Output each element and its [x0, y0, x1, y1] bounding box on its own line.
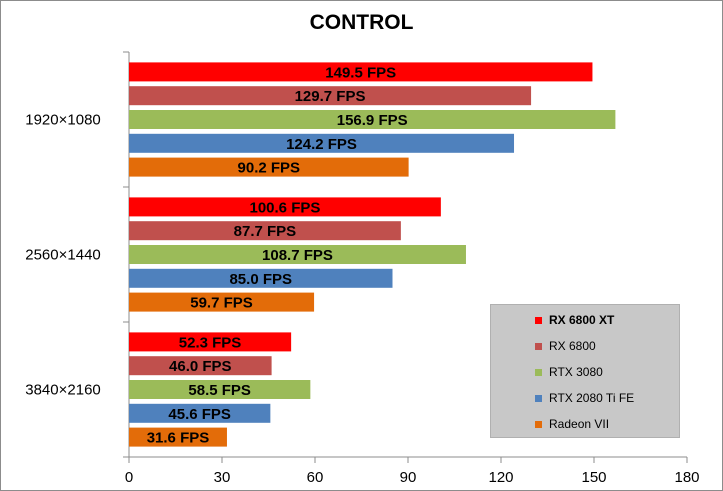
- bar-rx-6800: [129, 356, 272, 376]
- category-label: 2560×1440: [25, 247, 101, 264]
- bar-rx-6800-xt: [129, 197, 441, 217]
- x-tick-label: 150: [581, 469, 606, 486]
- x-tick-label: 30: [214, 469, 231, 486]
- bar-value-label: 129.7 FPS: [295, 88, 366, 105]
- legend-swatch: [535, 342, 542, 350]
- bar-value-label: 58.5 FPS: [188, 382, 251, 399]
- legend-label: Radeon VII: [549, 417, 610, 431]
- bar-value-label: 46.0 FPS: [169, 358, 232, 375]
- bar-rx-6800: [129, 221, 401, 241]
- bar-value-label: 59.7 FPS: [190, 295, 253, 312]
- x-tick-label: 120: [488, 469, 513, 486]
- bar-rx-6800-xt: [129, 62, 593, 82]
- bar-value-label: 124.2 FPS: [286, 136, 357, 153]
- bar-radeon-vii: [129, 427, 227, 447]
- bar-radeon-vii: [129, 157, 409, 177]
- bar-value-label: 85.0 FPS: [229, 271, 292, 288]
- x-tick-label: 60: [307, 469, 324, 486]
- bar-value-label: 100.6 FPS: [249, 199, 320, 216]
- category-label: 1920×1080: [25, 112, 101, 129]
- bar-rtx-3080: [129, 110, 616, 129]
- x-tick-label: 180: [674, 469, 699, 486]
- legend-label: RX 6800: [549, 339, 596, 353]
- bar-rx-6800: [129, 86, 532, 106]
- legend-swatch: [535, 316, 542, 324]
- legend-item-radeon-vii: Radeon VII: [535, 416, 609, 432]
- legend-swatch: [535, 368, 542, 376]
- bar-rtx-3080: [129, 245, 466, 264]
- legend-item-rtx-3080: RTX 3080: [535, 364, 603, 380]
- bar-value-label: 87.7 FPS: [234, 223, 297, 240]
- chart-legend: RX 6800 XT RX 6800 RTX 3080 RTX 2080 Ti FE R…: [490, 304, 680, 438]
- bar-radeon-vii: [129, 292, 315, 312]
- legend-swatch: [535, 420, 542, 428]
- legend-label: RTX 2080 Ti FE: [549, 391, 635, 405]
- bar-value-label: 108.7 FPS: [262, 247, 333, 264]
- bar-rtx-3080: [129, 380, 311, 399]
- bar-rtx-2080-ti-fe: [129, 268, 393, 288]
- chart-title: CONTROL: [309, 11, 414, 34]
- x-tick-label: 90: [400, 469, 417, 486]
- bar-value-label: 45.6 FPS: [168, 406, 231, 423]
- legend-item-rtx-2080-ti-fe: RTX 2080 Ti FE: [535, 390, 634, 406]
- bar-value-label: 156.9 FPS: [337, 112, 408, 129]
- bar-rx-6800-xt: [129, 332, 292, 352]
- legend-label: RX 6800 XT: [549, 313, 615, 327]
- bar-value-label: 31.6 FPS: [147, 430, 210, 447]
- legend-label: RTX 3080: [549, 365, 603, 379]
- legend-item-rx-6800: RX 6800: [535, 338, 596, 354]
- bar-rtx-2080-ti-fe: [129, 403, 271, 423]
- bar-value-label: 52.3 FPS: [179, 334, 242, 351]
- legend-swatch: [535, 394, 542, 402]
- x-tick-label: 0: [125, 469, 133, 486]
- legend-item-rx-6800-xt: RX 6800 XT: [535, 312, 614, 328]
- bar-value-label: 90.2 FPS: [238, 160, 301, 177]
- category-label: 3840×2160: [25, 382, 101, 399]
- bar-value-label: 149.5 FPS: [325, 64, 396, 81]
- bar-rtx-2080-ti-fe: [129, 133, 515, 153]
